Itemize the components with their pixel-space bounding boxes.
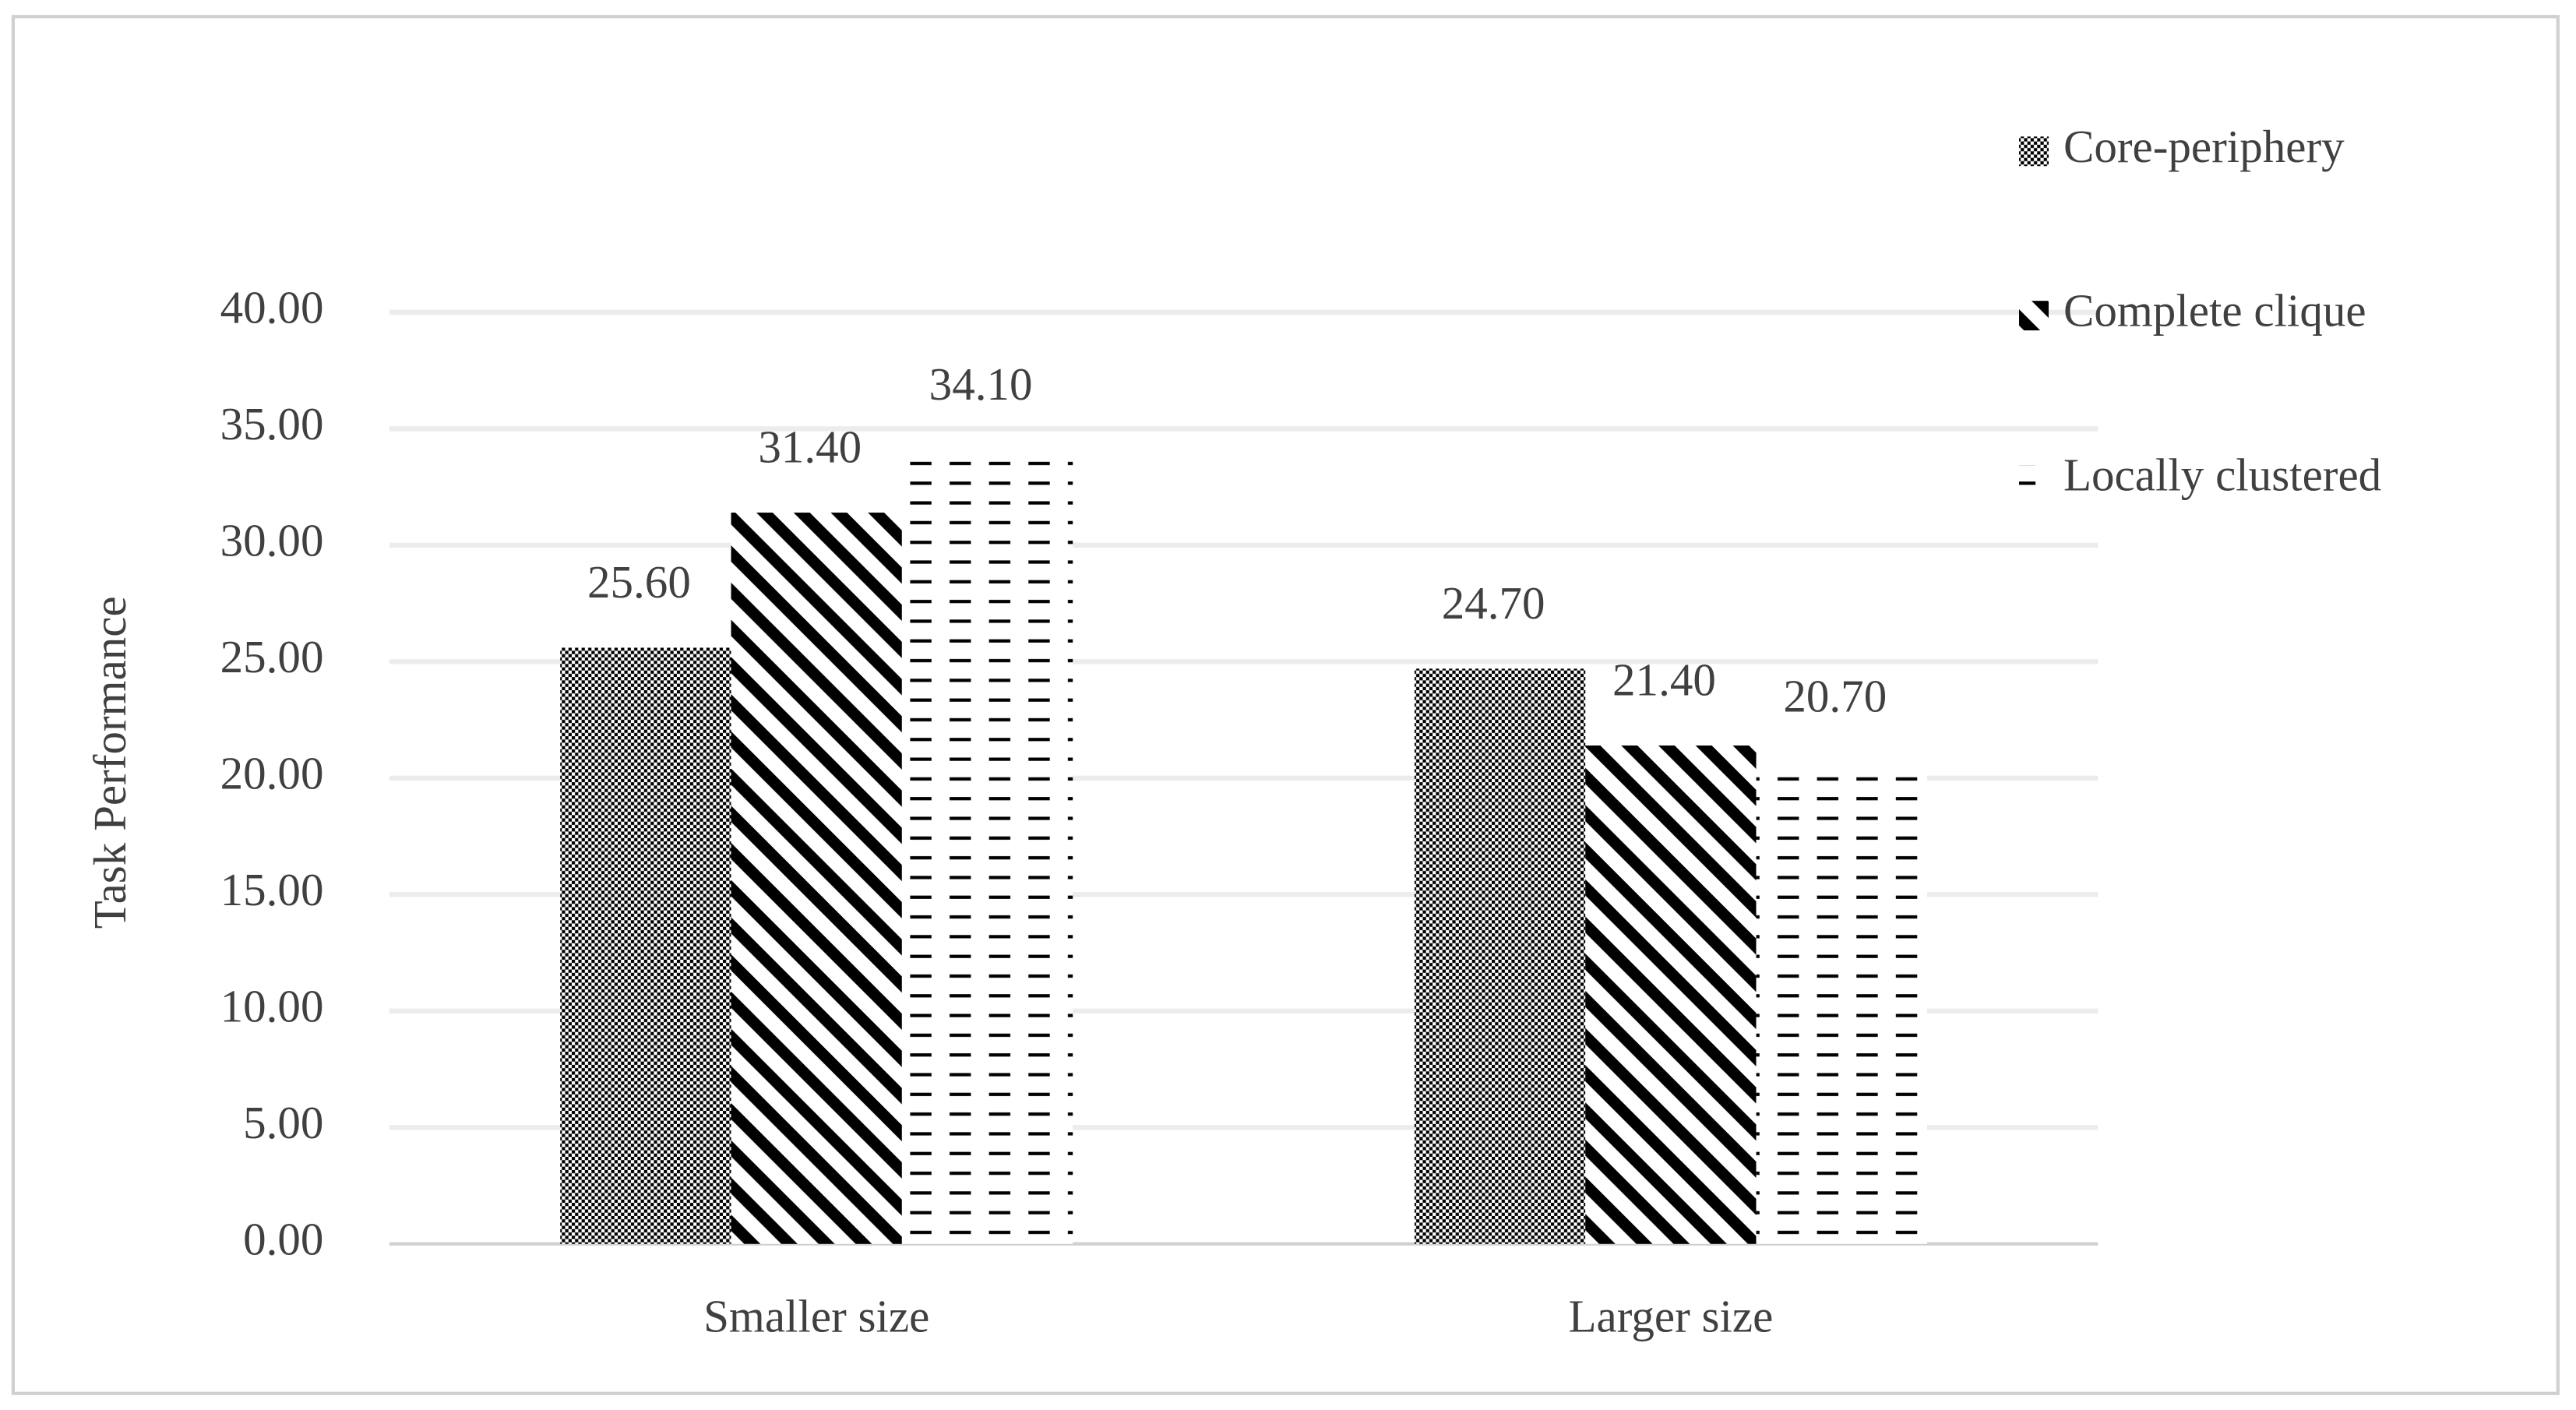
bar [1585,745,1757,1244]
y-tick-label: 15.00 [220,864,324,915]
value-label: 21.40 [1612,654,1716,706]
y-tick-label: 40.00 [220,281,324,333]
x-tick-label: Larger size [1568,1290,1773,1341]
bar [901,449,1073,1244]
y-tick-label: 35.00 [220,398,324,449]
value-label: 34.10 [929,358,1033,410]
legend-swatch [2019,301,2049,331]
value-label: 31.40 [758,421,862,473]
bar [731,513,902,1244]
legend-label: Core-periphery [2063,121,2345,172]
chart-border [11,15,2560,1395]
legend-label: Locally clustered [2063,449,2381,501]
bar [1756,761,1927,1244]
bar [1414,668,1586,1244]
legend-swatch [2019,465,2049,495]
value-label: 24.70 [1442,577,1545,629]
legend-label: Complete clique [2063,285,2366,337]
value-label: 20.70 [1783,670,1887,721]
y-tick-label: 5.00 [243,1097,323,1148]
y-tick-label: 30.00 [220,514,324,566]
y-tick-label: 25.00 [220,631,324,682]
y-tick-label: 10.00 [220,980,324,1031]
y-axis-label: Task Performance [84,596,136,929]
x-tick-label: Smaller size [703,1290,929,1341]
y-tick-label: 20.00 [220,747,324,798]
bar [560,647,731,1244]
value-label: 25.60 [587,556,691,608]
y-tick-label: 0.00 [243,1213,323,1264]
legend-swatch [2019,136,2049,167]
